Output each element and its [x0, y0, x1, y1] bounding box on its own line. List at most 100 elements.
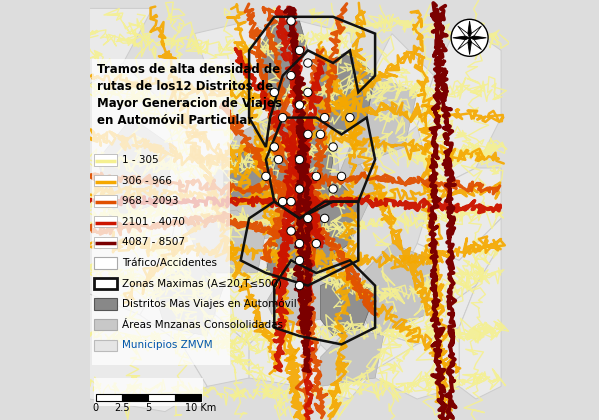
Circle shape: [304, 88, 312, 97]
Circle shape: [337, 172, 346, 181]
Circle shape: [270, 88, 279, 97]
Circle shape: [287, 197, 295, 206]
Circle shape: [295, 256, 304, 265]
Circle shape: [287, 71, 295, 80]
Circle shape: [279, 197, 287, 206]
Polygon shape: [89, 63, 182, 315]
Polygon shape: [182, 315, 249, 386]
Polygon shape: [333, 34, 434, 160]
Circle shape: [295, 239, 304, 248]
Circle shape: [287, 17, 295, 25]
Polygon shape: [350, 76, 417, 168]
Text: Tramos de alta densidad de
rutas de los12 Distritos de
Mayor Generacion de Viaje: Tramos de alta densidad de rutas de los1…: [96, 63, 282, 127]
Circle shape: [287, 227, 295, 235]
Text: 10 Km: 10 Km: [185, 403, 216, 413]
Polygon shape: [362, 244, 434, 336]
Circle shape: [329, 185, 337, 193]
Bar: [93, 154, 117, 165]
Circle shape: [279, 113, 287, 122]
Circle shape: [304, 59, 312, 67]
Polygon shape: [308, 147, 375, 252]
Polygon shape: [266, 244, 362, 328]
Polygon shape: [266, 244, 350, 328]
Polygon shape: [98, 118, 174, 218]
Polygon shape: [237, 118, 333, 260]
Circle shape: [270, 143, 279, 151]
Circle shape: [451, 19, 488, 56]
Bar: [93, 319, 117, 330]
Polygon shape: [89, 8, 153, 84]
Text: Tráfico/Accidentes: Tráfico/Accidentes: [122, 258, 217, 268]
Bar: [122, 394, 149, 401]
Polygon shape: [258, 21, 308, 118]
Circle shape: [312, 239, 320, 248]
Circle shape: [295, 46, 304, 55]
Polygon shape: [470, 26, 482, 38]
Circle shape: [312, 172, 320, 181]
Circle shape: [304, 214, 312, 223]
Polygon shape: [224, 147, 274, 202]
Polygon shape: [459, 244, 501, 399]
Polygon shape: [470, 38, 482, 50]
Bar: [93, 257, 117, 268]
Polygon shape: [291, 21, 362, 134]
Text: 306 - 966: 306 - 966: [122, 176, 172, 186]
Circle shape: [295, 281, 304, 290]
Polygon shape: [266, 118, 333, 218]
Circle shape: [316, 130, 325, 139]
Bar: [93, 216, 117, 227]
Polygon shape: [470, 36, 486, 39]
Polygon shape: [453, 36, 470, 39]
Circle shape: [320, 214, 329, 223]
Circle shape: [329, 143, 337, 151]
Circle shape: [295, 155, 304, 164]
Polygon shape: [468, 21, 471, 38]
Circle shape: [295, 185, 304, 193]
Polygon shape: [291, 176, 358, 260]
Polygon shape: [182, 210, 266, 273]
Bar: [92, 59, 230, 365]
Bar: [93, 278, 117, 289]
Text: 2.5: 2.5: [114, 403, 130, 413]
Circle shape: [262, 172, 270, 181]
Bar: [93, 298, 117, 310]
Text: Zonas Maximas (A≤20,T≤500): Zonas Maximas (A≤20,T≤500): [122, 278, 282, 289]
Polygon shape: [362, 286, 476, 344]
Text: 968 - 2093: 968 - 2093: [122, 196, 179, 206]
Polygon shape: [89, 294, 207, 412]
Polygon shape: [468, 38, 471, 55]
Polygon shape: [417, 21, 501, 189]
Bar: [93, 236, 117, 248]
Polygon shape: [207, 210, 279, 344]
Bar: [93, 378, 203, 406]
Circle shape: [295, 101, 304, 109]
Polygon shape: [165, 92, 249, 244]
Text: 5: 5: [145, 403, 152, 413]
Polygon shape: [300, 328, 375, 399]
Circle shape: [346, 113, 354, 122]
Polygon shape: [375, 328, 459, 399]
Circle shape: [320, 113, 329, 122]
Polygon shape: [153, 260, 224, 336]
Circle shape: [274, 155, 283, 164]
Polygon shape: [417, 168, 501, 260]
Bar: [174, 394, 201, 401]
Polygon shape: [458, 38, 470, 50]
Polygon shape: [308, 50, 375, 134]
Polygon shape: [458, 26, 470, 38]
Polygon shape: [266, 210, 333, 286]
Text: Áreas Mnzanas Consololidadas: Áreas Mnzanas Consololidadas: [122, 320, 283, 330]
Polygon shape: [140, 189, 216, 344]
Text: 1 - 305: 1 - 305: [122, 155, 159, 165]
Text: Distritos Mas Viajes en Automóvil: Distritos Mas Viajes en Automóvil: [122, 299, 297, 309]
Text: 2101 - 4070: 2101 - 4070: [122, 217, 185, 227]
Bar: [93, 175, 117, 186]
Bar: [93, 195, 117, 207]
Polygon shape: [320, 273, 375, 336]
Polygon shape: [207, 105, 341, 244]
Circle shape: [304, 130, 312, 139]
Bar: [96, 394, 122, 401]
Polygon shape: [392, 218, 501, 315]
Polygon shape: [333, 328, 417, 378]
Text: Municipios ZMVM: Municipios ZMVM: [122, 340, 213, 350]
